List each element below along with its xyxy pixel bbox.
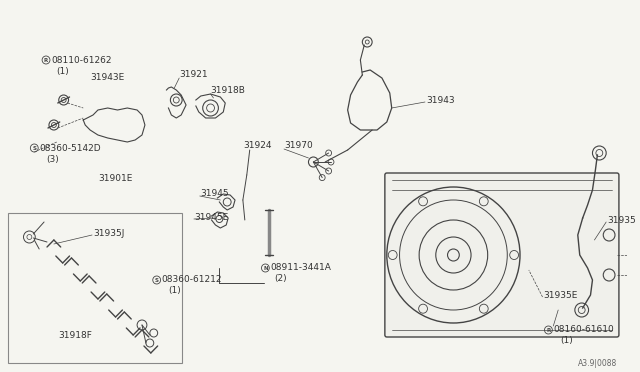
Text: 31935: 31935 — [607, 215, 636, 224]
Text: 08360-61212: 08360-61212 — [161, 276, 222, 285]
Text: R: R — [547, 327, 550, 333]
Text: 31943: 31943 — [426, 96, 454, 105]
Text: 31943E: 31943E — [90, 73, 124, 81]
Text: 08360-5142D: 08360-5142D — [39, 144, 100, 153]
Text: 31924: 31924 — [243, 141, 271, 150]
Bar — [8, 213, 182, 363]
Text: (2): (2) — [274, 275, 287, 283]
Text: S: S — [155, 278, 159, 282]
Text: 31935E: 31935E — [543, 291, 578, 299]
Text: (1): (1) — [560, 337, 573, 346]
Text: 08160-61610: 08160-61610 — [554, 326, 614, 334]
Text: 31918B: 31918B — [211, 86, 245, 94]
Text: 31918F: 31918F — [59, 330, 93, 340]
Text: 08911-3441A: 08911-3441A — [270, 263, 331, 273]
Text: (3): (3) — [46, 154, 59, 164]
Text: A3.9|0088: A3.9|0088 — [578, 359, 617, 368]
Text: 08110-61262: 08110-61262 — [51, 55, 111, 64]
Text: 31935J: 31935J — [93, 228, 124, 237]
Text: (1): (1) — [168, 286, 181, 295]
Text: 31945E: 31945E — [194, 212, 228, 221]
Text: S: S — [32, 145, 36, 151]
Text: 31901E: 31901E — [98, 173, 132, 183]
Text: N: N — [263, 266, 268, 270]
Text: 31945: 31945 — [201, 189, 229, 198]
FancyBboxPatch shape — [385, 173, 619, 337]
Text: (1): (1) — [56, 67, 68, 76]
Text: R: R — [44, 58, 48, 62]
Text: 31970: 31970 — [284, 141, 313, 150]
Text: 31921: 31921 — [179, 70, 208, 78]
